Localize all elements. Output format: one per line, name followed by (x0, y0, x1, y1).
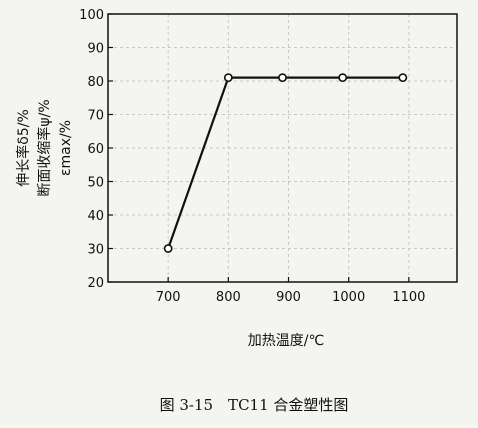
y-tick-label-3: 50 (87, 176, 104, 191)
y-tick-label-1: 30 (87, 243, 104, 258)
x-tick-label-2: 900 (276, 290, 301, 305)
y-tick-label-8: 100 (79, 8, 104, 23)
y-axis-title-line-2: 断面收缩率ψ/% (36, 99, 53, 196)
data-point-3 (338, 73, 348, 83)
data-point-0 (163, 244, 173, 253)
y-tick-label-7: 90 (87, 42, 104, 57)
x-tick-label-4: 1100 (392, 290, 425, 305)
y-axis-title-line-1: 伸长率δ5/% (15, 109, 32, 187)
x-tick-label-3: 1000 (332, 290, 365, 305)
y-tick-label-4: 60 (87, 142, 104, 157)
y-axis: 20 30 40 50 60 70 80 90 100 (79, 8, 113, 291)
y-tick-label-5: 70 (87, 109, 104, 124)
data-point-1 (223, 73, 233, 83)
y-tick-label-0: 20 (87, 276, 104, 291)
data-point-2 (278, 73, 287, 83)
x-axis-title: 加热温度/℃ (248, 333, 324, 349)
data-point-4 (398, 73, 408, 83)
x-tick-label-0: 700 (156, 290, 181, 305)
y-axis-title-line-3: εmax/% (58, 120, 74, 176)
y-tick-label-2: 40 (87, 209, 104, 224)
y-tick-label-6: 80 (87, 75, 104, 90)
series-line-0 (167, 76, 403, 249)
grid (108, 14, 457, 282)
x-tick-label-1: 800 (216, 290, 241, 305)
series (163, 73, 408, 253)
figure-caption: 图 3-15 TC11 合金塑性图 (160, 396, 349, 414)
x-axis: 700 800 900 1000 1100 (156, 277, 425, 305)
